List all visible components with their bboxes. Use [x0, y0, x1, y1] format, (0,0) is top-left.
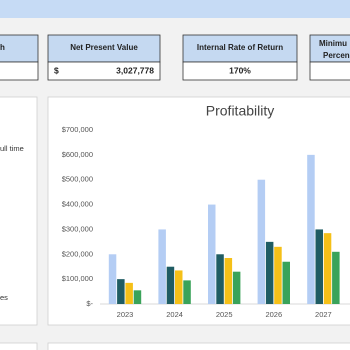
x-tick-label: 2023 — [117, 310, 134, 319]
kpi-title: h — [0, 43, 5, 52]
bar — [108, 254, 117, 304]
chart-panel — [47, 96, 350, 326]
y-tick-label: $200,000 — [62, 249, 93, 258]
y-tick-label: $- — [86, 299, 93, 308]
y-tick-label: $100,000 — [62, 274, 93, 283]
y-tick-label: $400,000 — [62, 200, 93, 209]
bar — [274, 246, 282, 304]
bar — [133, 290, 142, 304]
bar — [265, 241, 274, 304]
panel — [47, 342, 350, 350]
y-tick-label: $700,000 — [62, 125, 93, 134]
x-tick-label: 2024 — [166, 310, 183, 319]
kpi-header — [309, 34, 350, 63]
bar — [216, 254, 224, 304]
kpi-title: Minimu — [319, 39, 347, 48]
bar — [183, 280, 191, 304]
kpi-title: Percen — [323, 51, 350, 60]
kpi-header — [47, 34, 161, 63]
bar — [175, 270, 183, 304]
chart-title: Profitability — [206, 103, 274, 119]
y-tick-label: $600,000 — [62, 150, 93, 159]
bar — [323, 233, 332, 304]
side-panel — [0, 96, 38, 326]
bar — [125, 282, 133, 304]
kpi-header — [0, 34, 39, 63]
side-text: ull time — [0, 144, 24, 153]
kpi-value: 3,027,778 — [116, 65, 154, 75]
bar — [158, 229, 166, 304]
top-banner — [0, 0, 350, 18]
kpi-value-box — [47, 61, 161, 81]
bar — [208, 204, 216, 304]
side-text: es — [0, 293, 8, 302]
y-tick-label: $500,000 — [62, 175, 93, 184]
bar — [232, 271, 241, 304]
x-tick-label: 2026 — [265, 310, 282, 319]
bar — [332, 251, 340, 304]
kpi-header — [182, 34, 298, 63]
bar — [282, 261, 290, 304]
y-tick-label: $300,000 — [62, 224, 93, 233]
kpi-title: Net Present Value — [70, 43, 138, 52]
kpi-currency: $ — [54, 65, 59, 75]
x-tick-label: 2027 — [315, 310, 332, 319]
kpi-value-box — [0, 61, 39, 81]
bar — [315, 229, 323, 304]
kpi-value: 170% — [229, 65, 251, 75]
kpi-value-box — [309, 61, 350, 81]
x-tick-label: 2025 — [216, 310, 233, 319]
bar — [166, 266, 175, 304]
bar — [224, 258, 233, 304]
panel — [0, 342, 38, 350]
bar — [117, 279, 125, 304]
bar — [257, 179, 266, 304]
bar — [307, 154, 315, 304]
kpi-title: Internal Rate of Return — [197, 43, 283, 52]
kpi-value-box — [182, 61, 298, 81]
